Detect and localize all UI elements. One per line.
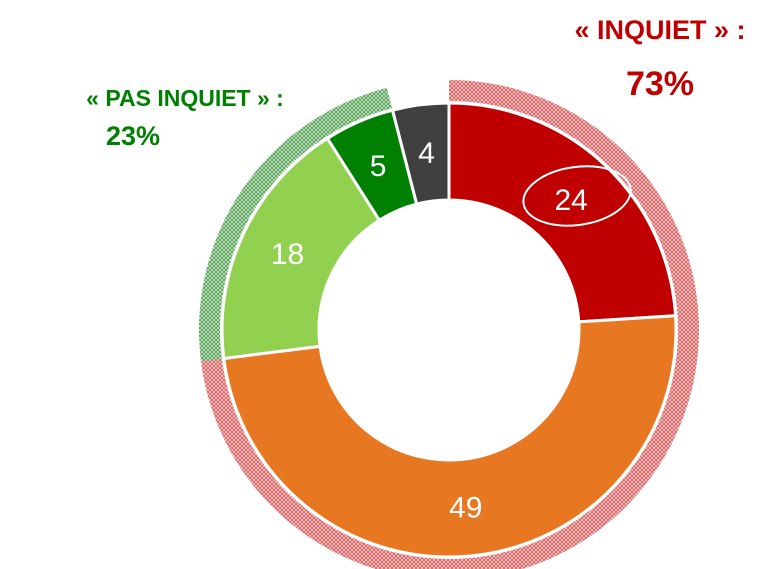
data-label: 49	[449, 492, 482, 525]
outer-ring	[199, 80, 699, 569]
group-title: « PAS INQUIET » :	[86, 85, 284, 111]
data-label: 18	[271, 238, 304, 271]
group-value: 23%	[106, 121, 160, 151]
outer-arc	[199, 87, 393, 362]
group-value: 73%	[626, 65, 694, 103]
data-labels: 24 49 18 5 4	[271, 137, 588, 525]
slice	[220, 136, 382, 361]
slice	[447, 101, 678, 324]
donut	[220, 101, 678, 559]
highlight-ellipse	[522, 165, 632, 227]
data-label: 5	[370, 150, 387, 183]
slice	[390, 101, 451, 206]
slice	[222, 314, 678, 559]
data-label: 24	[555, 184, 588, 217]
group-title: « INQUIET » :	[574, 15, 745, 45]
data-label: 4	[418, 137, 435, 170]
